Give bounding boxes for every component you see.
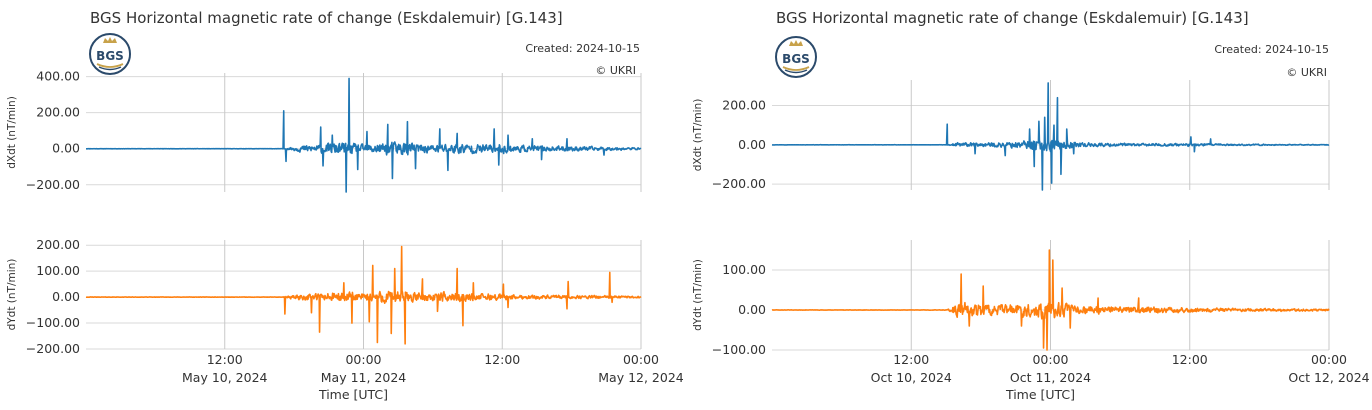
y-tick-label: 0.00 — [738, 302, 766, 317]
logo-text: BGS — [96, 49, 124, 63]
series-line — [85, 245, 642, 345]
magnetic-chart-right: −200.00 0.00 200.00 dXdt (nT/min) −100.00 0.0… — [692, 80, 1370, 402]
y-tick-label: −200.00 — [26, 177, 80, 192]
copyright-notice: © UKRI — [1286, 66, 1327, 79]
chart-panel-left: BGS Horizontal magnetic rate of change (… — [6, 9, 684, 402]
y-tick-label: 100.00 — [36, 263, 80, 278]
x-tick-label: 00:00 — [1032, 352, 1068, 367]
y-tick-label: 400.00 — [36, 69, 80, 84]
logo-text: BGS — [782, 52, 810, 66]
y-tick-label: 100.00 — [722, 262, 766, 277]
x-tick-label: 00:00 — [345, 352, 381, 367]
x-tick-label: 12:00 — [1172, 352, 1208, 367]
subplot-dydt: −100.00 0.00 100.00 dYdt (nT/min) — [692, 240, 1330, 357]
y-tick-label: 200.00 — [36, 237, 80, 252]
y-tick-label: −100.00 — [712, 342, 766, 357]
x-tick-label: 12:00 — [207, 352, 243, 367]
bgs-logo-icon: BGS — [775, 36, 817, 78]
subplot-dydt: −200.00 −100.00 0.00 100.00 200.00 dYdt (nT/m… — [6, 237, 642, 356]
x-tick-date-label: May 11, 2024 — [321, 370, 407, 385]
chart-title: BGS Horizontal magnetic rate of change (… — [90, 9, 563, 27]
x-tick-date-label: Oct 12, 2024 — [1288, 370, 1369, 385]
series-line — [771, 82, 1330, 191]
chart-title: BGS Horizontal magnetic rate of change (… — [776, 9, 1249, 27]
y-tick-label: 0.00 — [52, 141, 80, 156]
x-axis-label: Time [UTC] — [318, 387, 388, 402]
y-axis-label: dXdt (nT/min) — [692, 99, 704, 172]
x-tick-date-label: Oct 11, 2024 — [1010, 370, 1091, 385]
y-tick-label: −200.00 — [26, 341, 80, 356]
x-tick-label: 12:00 — [484, 352, 520, 367]
x-axis-label: Time [UTC] — [1005, 387, 1075, 402]
x-tick-label: 00:00 — [1311, 352, 1347, 367]
series-line — [771, 249, 1330, 351]
copyright-notice: © UKRI — [595, 64, 636, 77]
y-tick-label: 0.00 — [738, 137, 766, 152]
y-axis-label: dYdt (nT/min) — [6, 259, 18, 331]
x-tick-date-label: Oct 10, 2024 — [871, 370, 952, 385]
y-tick-label: −200.00 — [712, 176, 766, 191]
series-line — [85, 77, 642, 193]
y-tick-label: 200.00 — [36, 105, 80, 120]
subplot-dxdt: −200.00 0.00 200.00 400.00 dXdt (nT/min) — [6, 69, 642, 193]
x-tick-label: 12:00 — [893, 352, 929, 367]
bgs-logo-icon: BGS — [89, 33, 131, 75]
chart-panel-right: BGS Horizontal magnetic rate of change (… — [686, 0, 1372, 410]
y-axis-label: dYdt (nT/min) — [692, 259, 704, 331]
x-tick-date-label: May 10, 2024 — [182, 370, 268, 385]
y-axis-label: dXdt (nT/min) — [6, 96, 18, 169]
x-tick-date-label: May 12, 2024 — [598, 370, 684, 385]
subplot-dxdt: −200.00 0.00 200.00 dXdt (nT/min) — [692, 80, 1330, 191]
y-tick-label: 200.00 — [722, 98, 766, 113]
created-date: Created: 2024-10-15 — [525, 42, 640, 55]
y-tick-label: −100.00 — [26, 315, 80, 330]
x-tick-label: 00:00 — [623, 352, 659, 367]
y-tick-label: 0.00 — [52, 289, 80, 304]
created-date: Created: 2024-10-15 — [1214, 43, 1329, 56]
